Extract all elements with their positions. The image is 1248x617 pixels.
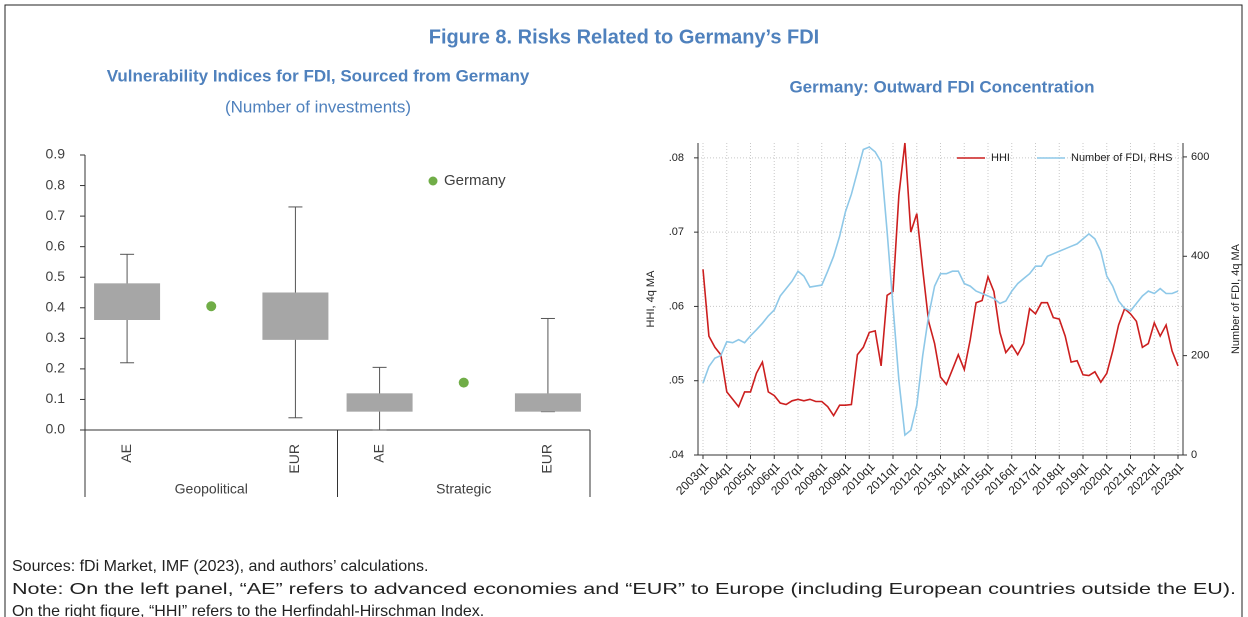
y-tick-label: 0.7 xyxy=(46,207,66,223)
y2-axis-label: Number of FDI, 4q MA xyxy=(1230,243,1242,354)
figure-border xyxy=(4,4,1243,617)
y-tick-label: 0.6 xyxy=(46,237,66,253)
y-tick-label: .05 xyxy=(669,375,684,387)
y-tick-label: .07 xyxy=(669,226,684,238)
y2-tick-label: 600 xyxy=(1191,151,1209,163)
box xyxy=(514,393,581,412)
y-tick-label: 0.8 xyxy=(46,176,66,192)
left-title: Vulnerability Indices for FDI, Sourced f… xyxy=(107,66,530,85)
y-tick-label: .08 xyxy=(669,152,684,164)
series-line xyxy=(702,142,1179,418)
y-tick-label: 0.9 xyxy=(46,146,66,162)
box xyxy=(94,283,161,320)
y2-tick-label: 200 xyxy=(1191,350,1209,362)
group-label: Geopolitical xyxy=(175,481,248,497)
point xyxy=(206,301,217,312)
category-label: EUR xyxy=(286,444,302,474)
box xyxy=(262,292,329,340)
note: On the right figure, “HHI” refers to the… xyxy=(12,603,484,617)
right-title: Germany: Outward FDI Concentration xyxy=(789,77,1094,96)
category-label: EUR xyxy=(539,444,555,474)
sources: Sources: fDi Market, IMF (2023), and aut… xyxy=(12,558,428,575)
y-tick-label: .06 xyxy=(669,300,684,312)
point xyxy=(458,377,469,388)
y2-tick-label: 400 xyxy=(1191,250,1209,262)
legend-marker xyxy=(428,176,438,186)
y-tick-label: 0.4 xyxy=(46,298,66,314)
group-label: Strategic xyxy=(436,481,491,497)
y-tick-label: 0.2 xyxy=(46,360,66,376)
category-label: AE xyxy=(118,444,134,463)
left-subtitle: (Number of investments) xyxy=(225,97,411,116)
box xyxy=(346,393,413,412)
y-tick-label: 0.3 xyxy=(46,329,66,345)
y-axis-label: HHI, 4q MA xyxy=(645,270,657,328)
note: Note: On the left panel, “AE” refers to … xyxy=(12,581,1236,598)
series-line xyxy=(702,146,1179,437)
legend-label: Number of FDI, RHS xyxy=(1071,152,1172,164)
figure-title: Figure 8. Risks Related to Germany’s FDI xyxy=(429,26,820,48)
legend-label: Germany xyxy=(444,172,506,189)
y-tick-label: 0.5 xyxy=(46,268,66,284)
y2-tick-label: 0 xyxy=(1191,449,1197,461)
y-tick-label: .04 xyxy=(669,449,684,461)
category-label: AE xyxy=(370,444,386,463)
y-tick-label: 0.1 xyxy=(46,390,66,406)
legend-label: HHI xyxy=(991,152,1010,164)
y-tick-label: 0.0 xyxy=(46,421,66,437)
